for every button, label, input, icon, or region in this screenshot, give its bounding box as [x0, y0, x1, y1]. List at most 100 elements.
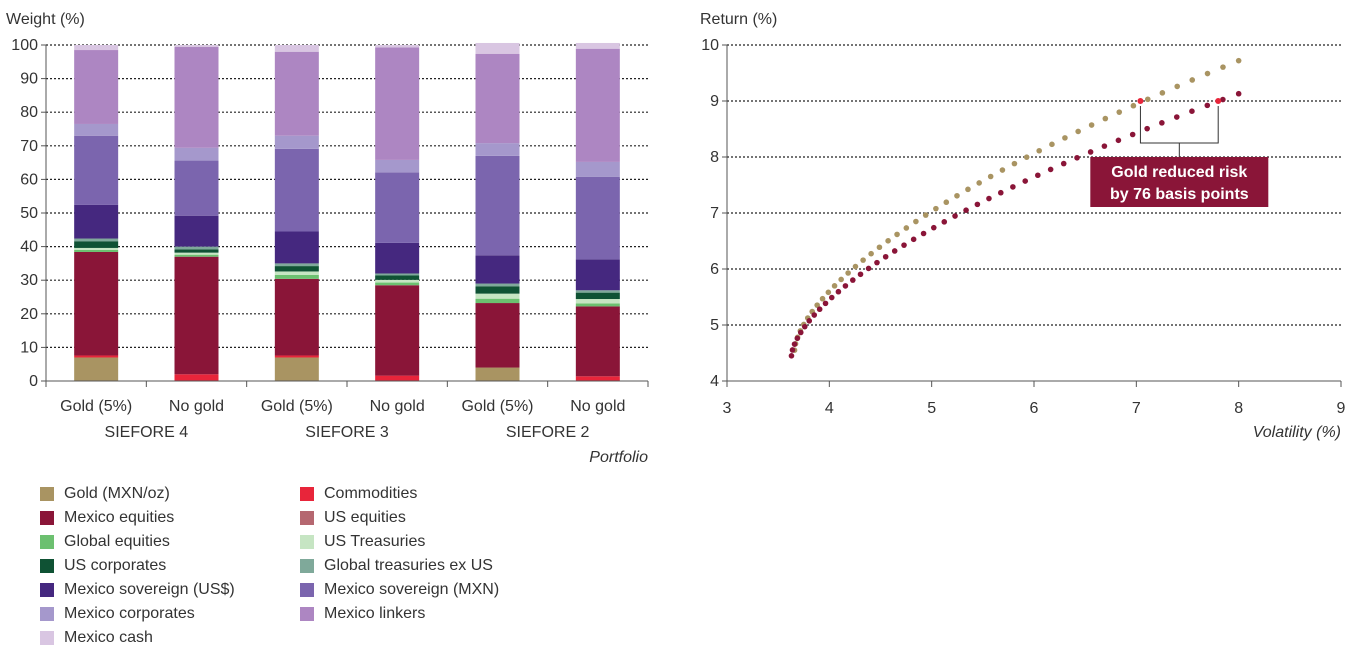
no-gold-frontier-point [901, 242, 907, 248]
bar-segment [475, 298, 520, 304]
bar-chart-legend: Gold (MXN/oz) Commodities Mexico equities U… [40, 484, 600, 648]
bar-segment [575, 259, 620, 291]
bar-segment [274, 45, 319, 52]
no-gold-frontier-point [806, 318, 813, 324]
bar-segment [74, 50, 119, 124]
no-gold-frontier-point [1087, 149, 1094, 155]
gold-frontier-point [933, 205, 939, 212]
bar-segment [274, 51, 319, 136]
bar-segment [375, 159, 420, 173]
legend-item: Mexico linkers [300, 604, 560, 624]
legend-label: Mexico sovereign (US$) [64, 581, 235, 598]
legend-item: US corporates [40, 556, 300, 576]
gold-frontier-point [1011, 160, 1018, 167]
legend-swatch [40, 583, 54, 597]
bar-segment [375, 172, 420, 243]
bar-segment [575, 290, 620, 293]
gold-frontier-point [1174, 83, 1181, 90]
scatter-chart-ylabel: Return (%) [700, 11, 777, 28]
legend-item: US Treasuries [300, 532, 560, 552]
gold-frontier-point [965, 186, 971, 193]
bar-segment [174, 47, 219, 148]
bar-category-label: No gold [570, 398, 625, 415]
no-gold-frontier-point [1235, 90, 1242, 97]
bar-segment [375, 285, 420, 376]
gold-frontier-point [819, 295, 826, 302]
bar-segment [475, 143, 520, 156]
legend-item: Gold (MXN/oz) [40, 484, 300, 504]
no-gold-frontier-point [811, 312, 818, 318]
no-gold-frontier-point [874, 259, 880, 266]
no-gold-frontier-point [842, 283, 849, 289]
stacked-bar-chart: Weight (%) 0 10 20 30 40 50 60 70 80 90 100 Gold (5… [6, 11, 649, 466]
bar-segment [74, 247, 119, 250]
bar-segment [74, 135, 119, 205]
gold-frontier-point [1144, 96, 1151, 103]
legend-item: Global equities [40, 532, 300, 552]
scatter-ytick-label: 7 [710, 205, 719, 222]
gold-frontier-point [1189, 77, 1196, 83]
no-gold-frontier-point [1204, 102, 1211, 109]
bar-segment [274, 148, 319, 232]
no-gold-frontier-point [1189, 108, 1195, 114]
scatter-xtick-label: 7 [1132, 400, 1141, 417]
gold-frontier-point [1159, 90, 1166, 96]
bar-ytick-label: 50 [20, 205, 38, 222]
gold-frontier-point [1235, 57, 1242, 64]
gold-frontier-point [1075, 128, 1081, 135]
bar-segment [475, 283, 520, 287]
gold-frontier-point [903, 225, 910, 231]
bar-segment [74, 45, 119, 51]
bar-segment [375, 242, 420, 274]
legend-label: Mexico equities [64, 509, 175, 526]
scatter-xtick-label: 4 [825, 400, 834, 417]
bar-segment [575, 292, 620, 300]
bar-segment [74, 123, 119, 136]
no-gold-frontier-point [974, 201, 981, 208]
legend-label: Mexico corporates [64, 605, 195, 622]
scatter-ytick-label: 6 [710, 261, 719, 278]
annotation-bracket [1139, 106, 1219, 144]
bar-segment [174, 252, 219, 255]
bar-segment [375, 282, 420, 286]
bar-segment [174, 160, 219, 216]
legend-label: Global treasuries ex US [324, 557, 493, 574]
bar-chart-ylabel: Weight (%) [6, 11, 85, 28]
bar-segment [74, 249, 119, 252]
no-gold-frontier-point [1060, 160, 1067, 167]
gold-frontier-point [1220, 64, 1226, 70]
no-gold-frontier-point [791, 341, 798, 347]
bar-segment [575, 161, 620, 177]
gold-frontier-point [825, 289, 832, 296]
no-gold-frontier-point [849, 277, 856, 283]
bar-segment [575, 306, 620, 377]
legend-item: Mexico equities [40, 508, 300, 528]
bar-segment [174, 374, 219, 381]
bar-segment [575, 303, 620, 307]
scatter-chart-annotation: Gold reduced risk by 76 basis points [1090, 98, 1269, 207]
no-gold-frontier-point [882, 253, 889, 260]
annotation-line2: by 76 basis points [1110, 186, 1249, 203]
bar-segment [174, 147, 219, 161]
no-gold-frontier-point [1101, 143, 1108, 149]
legend-label: Mexico cash [64, 629, 153, 646]
bar-segment [375, 275, 420, 280]
gold-frontier-point [1204, 70, 1211, 77]
bar-segment [475, 255, 520, 284]
bar-ytick-label: 40 [20, 239, 38, 256]
bar-segment [274, 135, 319, 149]
no-gold-frontier-point [865, 265, 872, 272]
bar-segment [475, 42, 520, 54]
gold-frontier-point [814, 302, 820, 308]
legend-label: US equities [324, 509, 406, 526]
scatter-xtick-label: 5 [927, 400, 936, 417]
bar-segment [475, 155, 520, 256]
bar-ytick-label: 80 [20, 104, 38, 121]
legend-label: Global equities [64, 533, 170, 550]
bar-ytick-label: 90 [20, 71, 38, 88]
bar-segment [475, 367, 520, 381]
gold-frontier-point [1116, 109, 1123, 115]
bar-chart-grid [46, 44, 648, 348]
bar-ytick-label: 60 [20, 171, 38, 188]
no-gold-frontier-point [930, 224, 937, 231]
